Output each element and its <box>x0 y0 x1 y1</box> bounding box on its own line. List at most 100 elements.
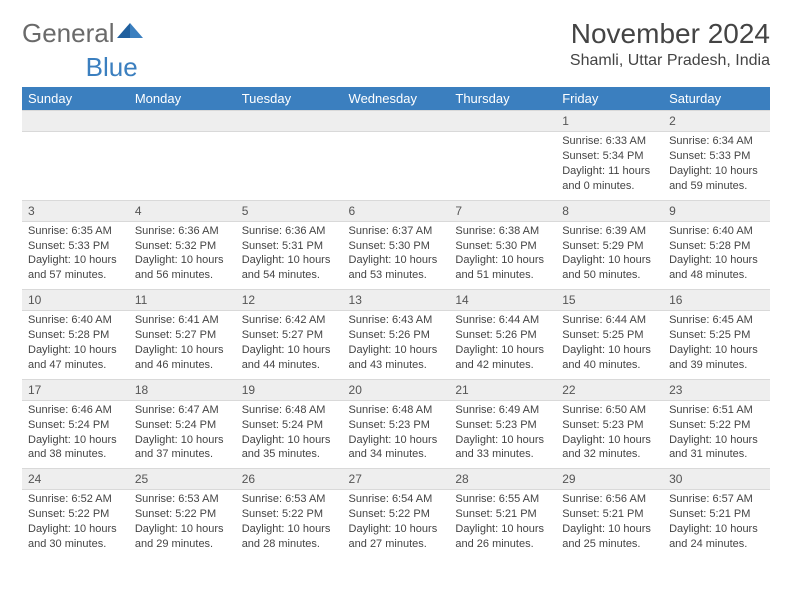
day-info-cell: Sunrise: 6:41 AMSunset: 5:27 PMDaylight:… <box>129 311 236 379</box>
day-info-cell: Sunrise: 6:34 AMSunset: 5:33 PMDaylight:… <box>663 132 770 200</box>
day-info-cell: Sunrise: 6:48 AMSunset: 5:24 PMDaylight:… <box>236 400 343 468</box>
daylight-text-1: Daylight: 10 hours <box>349 253 444 268</box>
sunrise-text: Sunrise: 6:56 AM <box>562 492 657 507</box>
sunset-text: Sunset: 5:22 PM <box>28 507 123 522</box>
day-info-cell <box>22 132 129 200</box>
daylight-text-1: Daylight: 10 hours <box>135 253 230 268</box>
daylight-text-1: Daylight: 10 hours <box>349 343 444 358</box>
day-number-cell: 21 <box>449 379 556 400</box>
daylight-text-2: and 44 minutes. <box>242 358 337 373</box>
day-number-cell: 18 <box>129 379 236 400</box>
daylight-text-1: Daylight: 10 hours <box>242 343 337 358</box>
day-info-cell: Sunrise: 6:40 AMSunset: 5:28 PMDaylight:… <box>663 221 770 289</box>
day-number-cell <box>236 111 343 132</box>
day-number-cell: 8 <box>556 200 663 221</box>
info-row: Sunrise: 6:35 AMSunset: 5:33 PMDaylight:… <box>22 221 770 289</box>
day-info-cell: Sunrise: 6:53 AMSunset: 5:22 PMDaylight:… <box>129 490 236 558</box>
day-number-cell: 5 <box>236 200 343 221</box>
sunrise-text: Sunrise: 6:45 AM <box>669 313 764 328</box>
brand-logo: General <box>22 18 143 49</box>
daylight-text-2: and 47 minutes. <box>28 358 123 373</box>
daylight-text-1: Daylight: 10 hours <box>562 343 657 358</box>
sunset-text: Sunset: 5:24 PM <box>242 418 337 433</box>
daylight-text-1: Daylight: 10 hours <box>455 253 550 268</box>
daylight-text-2: and 30 minutes. <box>28 537 123 552</box>
sunrise-text: Sunrise: 6:36 AM <box>135 224 230 239</box>
day-info-cell <box>343 132 450 200</box>
day-number-cell: 14 <box>449 290 556 311</box>
daylight-text-2: and 26 minutes. <box>455 537 550 552</box>
daylight-text-1: Daylight: 10 hours <box>669 253 764 268</box>
sunrise-text: Sunrise: 6:38 AM <box>455 224 550 239</box>
sunrise-text: Sunrise: 6:41 AM <box>135 313 230 328</box>
daylight-text-1: Daylight: 10 hours <box>28 433 123 448</box>
day-number-cell: 20 <box>343 379 450 400</box>
daylight-text-2: and 54 minutes. <box>242 268 337 283</box>
sunset-text: Sunset: 5:22 PM <box>135 507 230 522</box>
day-info-cell <box>449 132 556 200</box>
day-info-cell: Sunrise: 6:47 AMSunset: 5:24 PMDaylight:… <box>129 400 236 468</box>
logo-mark-icon <box>117 14 143 45</box>
day-number-cell: 4 <box>129 200 236 221</box>
sunset-text: Sunset: 5:21 PM <box>669 507 764 522</box>
daylight-text-1: Daylight: 10 hours <box>669 522 764 537</box>
weekday-header: Saturday <box>663 87 770 111</box>
day-info-cell: Sunrise: 6:36 AMSunset: 5:31 PMDaylight:… <box>236 221 343 289</box>
sunset-text: Sunset: 5:33 PM <box>28 239 123 254</box>
sunset-text: Sunset: 5:22 PM <box>242 507 337 522</box>
daynum-row: 24252627282930 <box>22 469 770 490</box>
daylight-text-1: Daylight: 10 hours <box>28 522 123 537</box>
sunrise-text: Sunrise: 6:42 AM <box>242 313 337 328</box>
daylight-text-2: and 57 minutes. <box>28 268 123 283</box>
day-number-cell: 7 <box>449 200 556 221</box>
day-number-cell: 3 <box>22 200 129 221</box>
day-info-cell: Sunrise: 6:46 AMSunset: 5:24 PMDaylight:… <box>22 400 129 468</box>
day-number-cell: 10 <box>22 290 129 311</box>
sunset-text: Sunset: 5:27 PM <box>242 328 337 343</box>
sunrise-text: Sunrise: 6:52 AM <box>28 492 123 507</box>
daylight-text-2: and 51 minutes. <box>455 268 550 283</box>
daylight-text-2: and 56 minutes. <box>135 268 230 283</box>
daylight-text-1: Daylight: 10 hours <box>28 253 123 268</box>
day-info-cell: Sunrise: 6:52 AMSunset: 5:22 PMDaylight:… <box>22 490 129 558</box>
day-info-cell: Sunrise: 6:44 AMSunset: 5:25 PMDaylight:… <box>556 311 663 379</box>
day-number-cell: 6 <box>343 200 450 221</box>
daylight-text-1: Daylight: 10 hours <box>242 433 337 448</box>
daylight-text-2: and 33 minutes. <box>455 447 550 462</box>
info-row: Sunrise: 6:52 AMSunset: 5:22 PMDaylight:… <box>22 490 770 558</box>
day-number-cell: 27 <box>343 469 450 490</box>
day-info-cell: Sunrise: 6:37 AMSunset: 5:30 PMDaylight:… <box>343 221 450 289</box>
weekday-header: Thursday <box>449 87 556 111</box>
sunset-text: Sunset: 5:32 PM <box>135 239 230 254</box>
sunrise-text: Sunrise: 6:47 AM <box>135 403 230 418</box>
daylight-text-1: Daylight: 10 hours <box>28 343 123 358</box>
daylight-text-1: Daylight: 10 hours <box>135 522 230 537</box>
sunset-text: Sunset: 5:23 PM <box>349 418 444 433</box>
info-row: Sunrise: 6:46 AMSunset: 5:24 PMDaylight:… <box>22 400 770 468</box>
daylight-text-2: and 42 minutes. <box>455 358 550 373</box>
day-number-cell: 13 <box>343 290 450 311</box>
daylight-text-1: Daylight: 10 hours <box>242 522 337 537</box>
daynum-row: 12 <box>22 111 770 132</box>
day-number-cell: 1 <box>556 111 663 132</box>
day-number-cell: 12 <box>236 290 343 311</box>
day-number-cell: 23 <box>663 379 770 400</box>
daylight-text-1: Daylight: 10 hours <box>455 433 550 448</box>
day-number-cell: 29 <box>556 469 663 490</box>
daylight-text-2: and 48 minutes. <box>669 268 764 283</box>
daylight-text-2: and 31 minutes. <box>669 447 764 462</box>
sunset-text: Sunset: 5:29 PM <box>562 239 657 254</box>
day-number-cell: 28 <box>449 469 556 490</box>
day-number-cell: 15 <box>556 290 663 311</box>
sunset-text: Sunset: 5:33 PM <box>669 149 764 164</box>
weekday-header: Friday <box>556 87 663 111</box>
day-info-cell: Sunrise: 6:43 AMSunset: 5:26 PMDaylight:… <box>343 311 450 379</box>
daylight-text-1: Daylight: 10 hours <box>349 433 444 448</box>
day-number-cell: 30 <box>663 469 770 490</box>
sunrise-text: Sunrise: 6:48 AM <box>349 403 444 418</box>
daylight-text-1: Daylight: 10 hours <box>455 522 550 537</box>
weekday-header: Monday <box>129 87 236 111</box>
calendar-page: General November 2024 Shamli, Uttar Prad… <box>0 0 792 568</box>
sunrise-text: Sunrise: 6:53 AM <box>135 492 230 507</box>
daylight-text-2: and 53 minutes. <box>349 268 444 283</box>
